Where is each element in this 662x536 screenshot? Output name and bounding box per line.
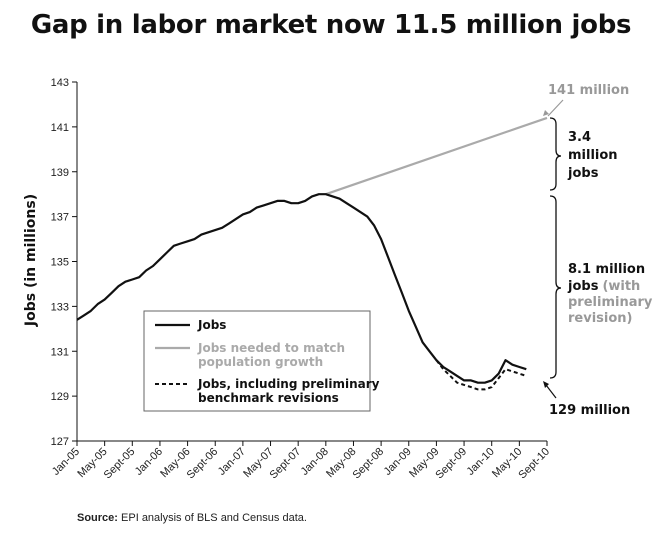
gap1-line-2: million bbox=[568, 148, 618, 163]
legend-label-needed-line-2: population growth bbox=[198, 355, 323, 369]
y-tick-label: 133 bbox=[51, 301, 69, 313]
gap2-line-3: preliminary bbox=[568, 295, 653, 310]
legend-label-needed: Jobs needed to match population growth bbox=[197, 341, 345, 369]
gap2-line-2: jobs (with bbox=[567, 279, 640, 294]
bottom-value-arrow bbox=[545, 384, 557, 399]
gap2-line-1: 8.1 million bbox=[568, 262, 645, 277]
legend: Jobs Jobs needed to match population grow… bbox=[143, 310, 380, 412]
legend-label-benchmark: Jobs, including preliminary benchmark rev… bbox=[197, 377, 380, 405]
source-text: EPI analysis of BLS and Census data. bbox=[121, 512, 307, 524]
source-label: Source: bbox=[77, 512, 118, 524]
gap1-line-1: 3.4 bbox=[568, 130, 591, 145]
x-tick-label: Sept-08 bbox=[351, 446, 387, 482]
x-tick-label: Sept-10 bbox=[516, 446, 552, 482]
legend-label-jobs: Jobs bbox=[197, 318, 226, 332]
y-tick-label: 143 bbox=[51, 77, 69, 89]
gap2-line-4: revision) bbox=[568, 311, 632, 326]
y-tick-label: 141 bbox=[51, 122, 69, 134]
series-line-needed bbox=[325, 116, 548, 196]
y-tick-label: 129 bbox=[51, 391, 69, 403]
y-tick-label: 127 bbox=[51, 436, 69, 448]
x-tick-label: Sept-06 bbox=[185, 446, 221, 482]
gap2-with-word: (with bbox=[602, 279, 640, 294]
series-line-benchmark bbox=[435, 359, 527, 391]
y-tick-label: 137 bbox=[51, 212, 69, 224]
top-value-label: 141 million bbox=[548, 83, 629, 98]
x-axis: Jan-05May-05Sept-05Jan-06May-06Sept-06Ja… bbox=[50, 440, 552, 482]
y-tick-label: 135 bbox=[51, 257, 69, 269]
top-value-arrow bbox=[547, 99, 564, 117]
y-axis: 143 141 139 137 135 133 131 129 127 bbox=[51, 77, 78, 448]
series-line-jobs bbox=[76, 193, 527, 384]
gap2-bracket bbox=[549, 195, 562, 379]
x-tick-label: Sept-07 bbox=[268, 446, 304, 482]
gap2-jobs-word: jobs bbox=[567, 279, 599, 294]
source-note: Source: EPI analysis of BLS and Census d… bbox=[77, 512, 307, 524]
annotations: 141 million 3.4 million jobs 8.1 million… bbox=[543, 83, 653, 418]
gap1-bracket bbox=[549, 117, 562, 191]
bottom-value-arrowhead bbox=[543, 381, 549, 388]
y-tick-label: 139 bbox=[51, 167, 69, 179]
gap1-line-3: jobs bbox=[567, 166, 599, 181]
legend-label-benchmark-line-2: benchmark revisions bbox=[198, 391, 339, 405]
legend-label-benchmark-line-1: Jobs, including preliminary bbox=[197, 377, 380, 391]
x-tick-label: Sept-09 bbox=[433, 446, 469, 482]
legend-label-needed-line-1: Jobs needed to match bbox=[197, 341, 345, 355]
top-value-arrowhead bbox=[543, 110, 549, 116]
y-axis-label: Jobs (in millions) bbox=[23, 194, 39, 327]
y-tick-label: 131 bbox=[51, 346, 69, 358]
chart-title: Gap in labor market now 11.5 million job… bbox=[30, 10, 632, 40]
series-layer bbox=[76, 116, 548, 391]
legend-box bbox=[143, 310, 371, 412]
bottom-value-label: 129 million bbox=[549, 403, 630, 418]
x-tick-label: Sept-05 bbox=[102, 446, 138, 482]
